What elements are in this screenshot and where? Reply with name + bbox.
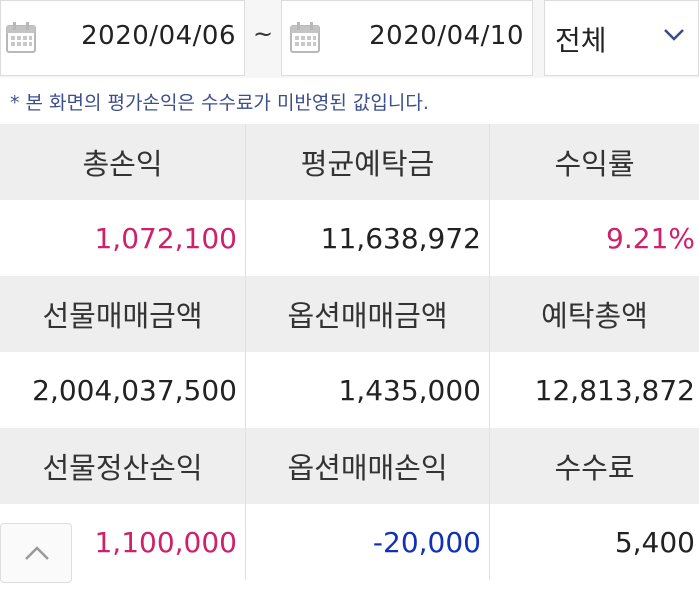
start-date-value: 2020/04/06 xyxy=(81,21,236,51)
value-options-amount: 1,435,000 xyxy=(245,352,489,428)
fee-notice: * 본 화면의 평가손익은 수수료가 미반영된 값입니다. xyxy=(10,92,429,114)
scroll-to-top-button[interactable] xyxy=(0,523,72,583)
filter-selected-value: 전체 xyxy=(555,24,607,57)
calendar-icon xyxy=(290,22,320,53)
label-return-rate: 수익률 xyxy=(489,124,699,200)
label-futures-amount: 선물매매금액 xyxy=(42,299,203,333)
label-avg-deposit: 평균예탁금 xyxy=(245,124,489,200)
label-options-trading-pnl: 옵션매매손익 xyxy=(245,428,489,504)
value-futures-settlement-pnl: 1,100,000 xyxy=(94,525,237,559)
summary-header-row: 선물정산손익 옵션매매손익 수수료 xyxy=(0,428,699,504)
value-total-deposit: 12,813,872 xyxy=(489,352,699,428)
summary-value-row: 2,004,037,500 1,435,000 12,813,872 xyxy=(0,352,699,428)
label-options-amount: 옵션매매금액 xyxy=(245,276,489,352)
value-futures-amount: 2,004,037,500 xyxy=(32,373,237,407)
chevron-down-icon xyxy=(664,29,684,41)
date-range-bar: 2020/04/06 ~ 2020/04/10 전체 xyxy=(0,0,699,78)
value-commission: 5,400 xyxy=(489,504,699,580)
label-total-deposit: 예탁총액 xyxy=(489,276,699,352)
filter-dropdown[interactable]: 전체 xyxy=(544,0,699,76)
chevron-up-icon xyxy=(25,546,49,560)
summary-header-row: 선물매매금액 옵션매매금액 예탁총액 xyxy=(0,276,699,352)
label-total-pnl: 총손익 xyxy=(82,147,163,181)
end-date-value: 2020/04/10 xyxy=(369,21,524,51)
summary-value-row: 1,100,000 -20,000 5,400 xyxy=(0,504,699,580)
end-date-picker[interactable]: 2020/04/10 xyxy=(281,0,533,76)
summary-value-row: 1,072,100 11,638,972 9.21% xyxy=(0,200,699,276)
label-commission: 수수료 xyxy=(489,428,699,504)
date-separator: ~ xyxy=(252,20,274,48)
value-return-rate: 9.21% xyxy=(489,200,699,276)
calendar-icon xyxy=(6,22,36,53)
summary-header-row: 총손익 평균예탁금 수익률 xyxy=(0,124,699,200)
value-total-pnl: 1,072,100 xyxy=(94,221,237,255)
start-date-picker[interactable]: 2020/04/06 xyxy=(0,0,245,76)
value-avg-deposit: 11,638,972 xyxy=(245,200,489,276)
label-futures-settlement-pnl: 선물정산손익 xyxy=(42,451,203,485)
value-options-trading-pnl: -20,000 xyxy=(245,504,489,580)
